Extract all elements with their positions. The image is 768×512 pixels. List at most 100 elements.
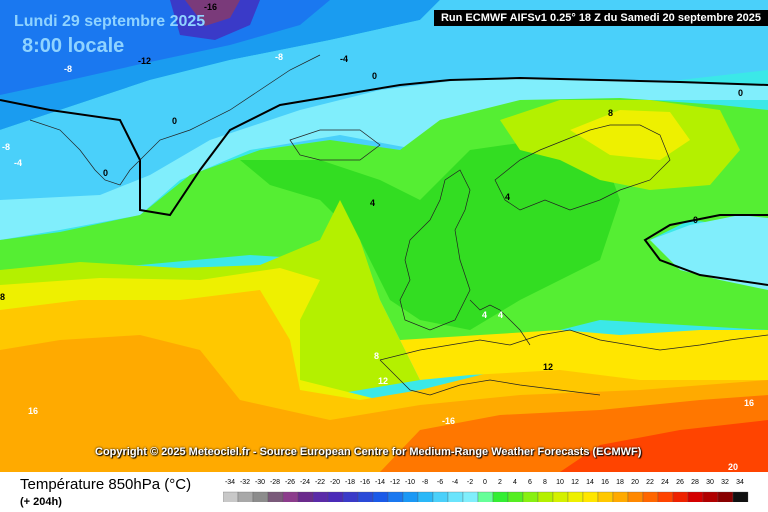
legend-tick-label: -4: [451, 479, 459, 486]
legend-tick-label: -24: [299, 479, 311, 486]
isotherm-zero-east: [643, 214, 768, 286]
legend-color-cell: [237, 491, 254, 502]
legend-color-cell: [582, 491, 599, 502]
legend-color-cell: [342, 491, 359, 502]
forecast-hour: (+ 204h): [20, 496, 62, 508]
legend-color-cell: [267, 491, 284, 502]
contour-label: 8: [0, 292, 5, 302]
legend-color-cell: [507, 491, 524, 502]
legend-tick-label: -14: [374, 479, 386, 486]
legend-color-cell: [402, 491, 419, 502]
legend-tick-label: -26: [284, 479, 296, 486]
contour-label: 0: [103, 168, 108, 178]
legend-color-cell: [567, 491, 584, 502]
legend-tick-label: -10: [404, 479, 416, 486]
model-run-banner: Run ECMWF AIFSv1 0.25° 18 Z du Samedi 20…: [434, 10, 768, 26]
contour-label: 0: [693, 215, 698, 225]
legend-color-cell: [642, 491, 659, 502]
contour-label: 8: [608, 108, 613, 118]
forecast-time: 8:00 locale: [22, 35, 125, 57]
contour-label: -4: [340, 54, 348, 64]
cold-pocket-east: [650, 215, 768, 290]
legend-color-cell: [672, 491, 689, 502]
contour-label: 16: [744, 398, 754, 408]
light-cyan-zone: [0, 78, 768, 240]
legend-color-cell: [417, 491, 434, 502]
legend-color-cell: [537, 491, 554, 502]
contour-label: 0: [172, 116, 177, 126]
legend-tick-label: -2: [466, 479, 474, 486]
legend-tick-label: -12: [389, 479, 401, 486]
contour-label: 20: [728, 462, 738, 472]
legend-color-cell: [627, 491, 644, 502]
legend-ticks: -34 -32 -30 -28 -26 -24 -22 -20 -18 -16 -14 -12 -10-…: [223, 479, 753, 489]
legend-tick-label: 32: [721, 479, 729, 486]
legend-tick-label: -8: [421, 479, 429, 486]
temperature-map: -16 -8 -12 -8 -4 0 -8 0 -4 0 0 4 8 4 0 8…: [0, 0, 768, 472]
contour-label: -8: [64, 64, 72, 74]
legend-tick-label: 30: [706, 479, 714, 486]
yellow-scandinavia: [570, 110, 690, 160]
legend-color-cell: [477, 491, 494, 502]
cold-core-inner: [185, 0, 240, 26]
legend-color-cell: [702, 491, 719, 502]
dark-green-zone: [240, 140, 620, 330]
contour-label: 4: [370, 198, 375, 208]
legend-tick-label: 10: [556, 479, 564, 486]
red-zone: [560, 420, 768, 472]
legend-tick-label: -32: [239, 479, 251, 486]
legend-tick-label: -22: [314, 479, 326, 486]
contour-labels: -16 -8 -12 -8 -4 0 -8 0 -4 0 0 4 8 4 0 8…: [0, 2, 754, 472]
legend-color-cell: [717, 491, 734, 502]
legend-color-cell: [372, 491, 389, 502]
legend-color-cell: [432, 491, 449, 502]
legend-tick-label: 16: [601, 479, 609, 486]
legend-tick-label: 2: [498, 479, 502, 486]
legend-tick-label: 4: [513, 479, 517, 486]
color-scale: [223, 491, 749, 502]
legend-color-cell: [552, 491, 569, 502]
contour-label: -4: [14, 158, 22, 168]
contour-label: 16: [28, 406, 38, 416]
legend-color-cell: [327, 491, 344, 502]
contour-label: 12: [378, 376, 388, 386]
legend-color-cell: [732, 491, 749, 502]
contour-label: -16: [204, 2, 217, 12]
legend-color-cell: [357, 491, 374, 502]
contour-label: -8: [275, 52, 283, 62]
contour-label: -12: [138, 56, 151, 66]
legend-tick-label: 26: [676, 479, 684, 486]
med-yellow-zone: [400, 330, 768, 380]
legend-tick-label: -20: [329, 479, 341, 486]
legend-color-cell: [282, 491, 299, 502]
legend-color-cell: [252, 491, 269, 502]
legend-color-cell: [492, 491, 509, 502]
legend-tick-label: 18: [616, 479, 624, 486]
forecast-date: Lundi 29 septembre 2025: [14, 13, 206, 30]
legend-color-cell: [462, 491, 479, 502]
legend-color-cell: [312, 491, 329, 502]
legend-color-cell: [522, 491, 539, 502]
legend-color-cell: [612, 491, 629, 502]
legend-tick-label: 28: [691, 479, 699, 486]
contour-label: 0: [738, 88, 743, 98]
legend-tick-label: 14: [586, 479, 594, 486]
legend-tick-label: 8: [543, 479, 547, 486]
legend-tick-label: 0: [483, 479, 487, 486]
legend-tick-label: 34: [736, 479, 744, 486]
contour-label: 8: [374, 351, 379, 361]
legend-tick-label: 22: [646, 479, 654, 486]
legend-color-cell: [447, 491, 464, 502]
legend-tick-label: 12: [571, 479, 579, 486]
legend-tick-label: -28: [269, 479, 281, 486]
legend-tick-label: -6: [436, 479, 444, 486]
copyright-notice: Copyright © 2025 Meteociel.fr - Source E…: [95, 446, 642, 458]
legend-color-cell: [387, 491, 404, 502]
legend-tick-label: 24: [661, 479, 669, 486]
legend-color-cell: [687, 491, 704, 502]
legend-tick-label: -30: [254, 479, 266, 486]
legend-tick-label: -34: [224, 479, 236, 486]
variable-title: Température 850hPa (°C): [20, 476, 192, 493]
contour-label: 12: [543, 362, 553, 372]
